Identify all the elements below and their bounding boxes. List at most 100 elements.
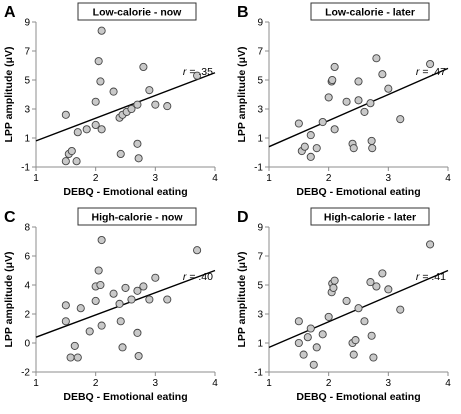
data-point: [328, 75, 337, 85]
data-point: [139, 282, 148, 291]
y-tick-label: 5: [257, 281, 263, 292]
y-tick-label: 9: [257, 18, 263, 29]
data-point: [91, 296, 100, 305]
data-point: [294, 119, 303, 128]
data-point: [96, 77, 105, 86]
x-tick-label: 4: [212, 378, 218, 389]
data-point: [134, 154, 143, 163]
data-point: [116, 149, 125, 158]
data-point: [318, 118, 327, 127]
data-point: [73, 353, 82, 362]
y-tick-label: 1: [257, 134, 263, 145]
data-point: [97, 26, 106, 35]
data-point: [145, 295, 154, 304]
y-tick-label: 4: [24, 281, 30, 292]
data-point: [121, 283, 130, 292]
correlation-r-symbol: r: [183, 66, 187, 78]
panel-title: High-calorie - later: [324, 212, 416, 224]
data-point: [349, 350, 358, 359]
data-point: [384, 285, 393, 294]
data-point: [97, 321, 106, 330]
data-point: [127, 104, 136, 114]
data-point: [66, 353, 75, 362]
data-point: [85, 327, 94, 336]
x-axis-label: DEBQ - Emotional eating: [296, 186, 420, 198]
correlation-label: r = .47: [416, 66, 446, 78]
panel-title: High-calorie - now: [91, 212, 183, 224]
data-point: [97, 235, 106, 245]
data-point: [368, 144, 377, 153]
data-point: [115, 299, 124, 308]
data-point: [324, 93, 333, 102]
data-point: [133, 100, 142, 109]
data-point: [303, 333, 312, 342]
correlation-r-symbol: r: [416, 66, 420, 78]
panel-letter: D: [237, 209, 249, 226]
x-tick-label: 1: [266, 378, 272, 389]
data-point: [330, 276, 339, 285]
x-tick-label: 2: [326, 173, 332, 184]
panel-title: Low-calorie - later: [325, 7, 415, 19]
y-tick-label: -1: [254, 368, 263, 379]
data-point: [91, 120, 100, 129]
y-axis-label: LPP amplitude (μV): [3, 251, 15, 347]
y-tick-label: 3: [24, 105, 30, 116]
data-point: [312, 144, 321, 153]
data-point: [76, 304, 85, 313]
y-axis-label: LPP amplitude (μV): [236, 46, 248, 142]
data-point: [91, 97, 100, 106]
data-point: [116, 317, 125, 326]
correlation-value: = .40: [186, 271, 213, 283]
y-tick-label: 0: [24, 339, 30, 350]
data-point: [396, 305, 405, 314]
data-point: [360, 317, 369, 326]
y-tick-label: -1: [21, 163, 30, 174]
correlation-r-symbol: r: [416, 271, 420, 283]
data-point: [163, 295, 172, 304]
data-point: [94, 266, 103, 275]
data-point: [151, 100, 160, 109]
correlation-value: = .47: [419, 66, 446, 78]
data-point: [329, 283, 338, 292]
panel-title: Low-calorie - now: [93, 7, 183, 19]
data-point: [306, 131, 315, 140]
y-axis-label: LPP amplitude (μV): [3, 46, 15, 142]
correlation-r-symbol: r: [183, 271, 187, 283]
data-point: [372, 54, 381, 63]
data-point: [127, 295, 136, 304]
data-point: [309, 360, 318, 369]
y-axis-label: LPP amplitude (μV): [236, 251, 248, 347]
data-point: [94, 57, 103, 66]
data-point: [133, 139, 142, 148]
data-point: [163, 102, 172, 111]
correlation-value: = .41: [419, 271, 446, 283]
data-point: [294, 338, 303, 348]
data-point: [367, 136, 376, 145]
data-point: [306, 152, 315, 161]
data-point: [354, 96, 363, 105]
y-tick-label: 1: [24, 134, 30, 145]
x-axis-label: DEBQ - Emotional eating: [296, 391, 420, 403]
panel-title-box: [77, 207, 197, 226]
y-tick-label: 7: [24, 47, 30, 58]
data-point: [366, 278, 375, 287]
data-point: [72, 157, 81, 166]
data-point: [133, 286, 142, 295]
y-tick-label: 8: [24, 223, 30, 234]
data-point: [342, 97, 351, 106]
y-tick-label: 1: [257, 339, 263, 350]
data-point: [139, 62, 148, 71]
panel-letter: C: [4, 209, 16, 226]
data-point: [354, 304, 363, 313]
correlation-label: r = .40: [183, 271, 213, 283]
data-point: [426, 60, 435, 69]
panel-title-box: [310, 2, 430, 21]
data-point: [367, 331, 376, 340]
x-tick-label: 3: [386, 378, 392, 389]
regression-line: [268, 67, 449, 148]
correlation-label: r = .41: [416, 271, 446, 283]
data-point: [300, 142, 309, 151]
